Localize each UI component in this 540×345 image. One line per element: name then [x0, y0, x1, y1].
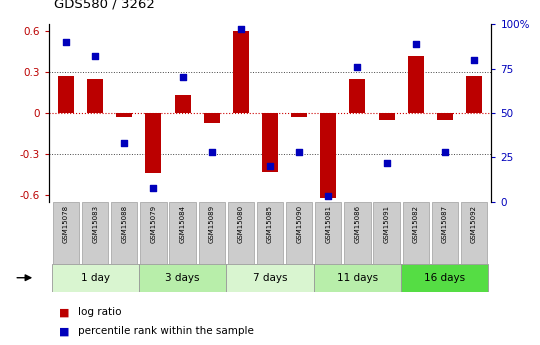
FancyBboxPatch shape: [140, 202, 166, 264]
FancyBboxPatch shape: [170, 202, 195, 264]
Bar: [408, 56, 424, 113]
Text: 16 days: 16 days: [424, 273, 465, 283]
Text: GSM15087: GSM15087: [442, 205, 448, 243]
FancyBboxPatch shape: [53, 202, 79, 264]
FancyBboxPatch shape: [401, 264, 489, 292]
Bar: [233, 31, 249, 113]
Bar: [58, 76, 74, 113]
Text: GSM15081: GSM15081: [325, 205, 331, 243]
Text: GSM15083: GSM15083: [92, 205, 98, 243]
FancyBboxPatch shape: [51, 264, 139, 292]
Text: 11 days: 11 days: [337, 273, 378, 283]
FancyBboxPatch shape: [257, 202, 283, 264]
Point: [411, 41, 420, 47]
Text: GSM15088: GSM15088: [122, 205, 127, 243]
Bar: [116, 113, 132, 117]
Point: [62, 39, 70, 45]
Bar: [349, 79, 366, 113]
Text: percentile rank within the sample: percentile rank within the sample: [78, 326, 254, 336]
FancyBboxPatch shape: [345, 202, 370, 264]
Text: ■: ■: [59, 307, 70, 317]
FancyBboxPatch shape: [82, 202, 109, 264]
Text: 1 day: 1 day: [80, 273, 110, 283]
FancyBboxPatch shape: [139, 264, 226, 292]
Point: [207, 149, 216, 155]
Bar: [437, 113, 453, 120]
Text: GSM15091: GSM15091: [383, 205, 389, 243]
FancyBboxPatch shape: [402, 202, 429, 264]
Bar: [262, 113, 278, 172]
Point: [470, 57, 478, 62]
FancyBboxPatch shape: [226, 264, 314, 292]
Point: [266, 164, 274, 169]
Bar: [174, 95, 191, 113]
Point: [353, 64, 362, 70]
Bar: [145, 113, 161, 173]
Text: log ratio: log ratio: [78, 307, 122, 317]
Text: GSM15078: GSM15078: [63, 205, 69, 243]
Text: GSM15089: GSM15089: [209, 205, 215, 243]
FancyBboxPatch shape: [228, 202, 254, 264]
Bar: [87, 79, 103, 113]
Point: [441, 149, 449, 155]
Point: [178, 75, 187, 80]
Bar: [320, 113, 336, 198]
FancyBboxPatch shape: [111, 202, 138, 264]
Text: GSM15080: GSM15080: [238, 205, 244, 243]
Text: GSM15084: GSM15084: [180, 205, 186, 243]
Point: [382, 160, 391, 166]
Text: 7 days: 7 days: [253, 273, 287, 283]
Text: GSM15079: GSM15079: [151, 205, 157, 243]
FancyBboxPatch shape: [286, 202, 312, 264]
FancyBboxPatch shape: [431, 202, 458, 264]
Text: GSM15082: GSM15082: [413, 205, 418, 243]
FancyBboxPatch shape: [199, 202, 225, 264]
FancyBboxPatch shape: [315, 202, 341, 264]
Bar: [204, 113, 220, 122]
Text: GDS580 / 3262: GDS580 / 3262: [54, 0, 155, 10]
Text: GSM15090: GSM15090: [296, 205, 302, 243]
Text: 3 days: 3 days: [165, 273, 200, 283]
Text: GSM15085: GSM15085: [267, 205, 273, 243]
Text: ■: ■: [59, 326, 70, 336]
FancyBboxPatch shape: [461, 202, 487, 264]
Point: [91, 53, 99, 59]
Text: GSM15086: GSM15086: [354, 205, 360, 243]
Point: [324, 194, 333, 199]
Point: [149, 185, 158, 190]
Bar: [291, 113, 307, 117]
Point: [120, 140, 129, 146]
Bar: [466, 76, 482, 113]
Point: [237, 27, 245, 32]
Point: [295, 149, 303, 155]
Text: GSM15092: GSM15092: [471, 205, 477, 243]
FancyBboxPatch shape: [314, 264, 401, 292]
Bar: [379, 113, 395, 120]
FancyBboxPatch shape: [374, 202, 400, 264]
